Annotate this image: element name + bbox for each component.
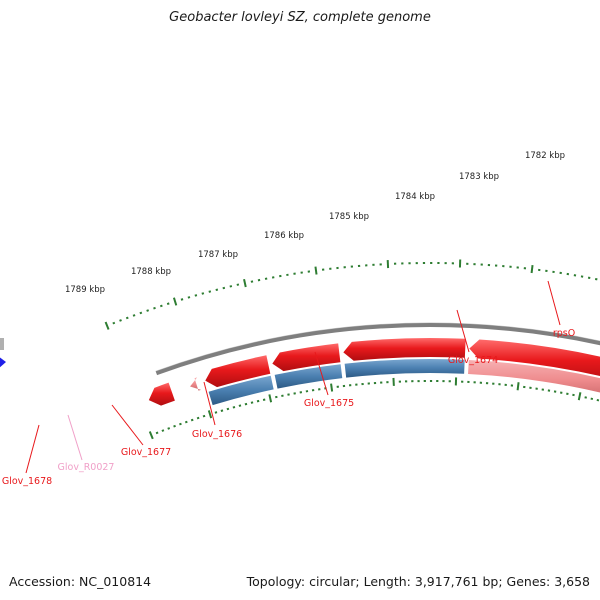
inner-ring-tick [238,404,242,407]
cds-inner-1674 [468,359,600,393]
gene-leader-line [203,381,216,426]
outer-ring-tick [104,321,110,330]
inner-ring-tick [173,424,176,428]
backbone-layer [155,322,600,376]
backbone-ring [155,323,600,376]
label-layer: 1782 kbp 1783 kbp 1784 kbp 1785 kbp 1786 kbp… [2,151,575,487]
topology-label: Topology: circular; Length: 3,917,761 bp… [246,574,590,589]
inner-ring-tick [202,414,206,418]
other-feature-marker [0,357,6,368]
outer-ring-tick [132,314,136,317]
gene-label: Glov_1675 [304,398,354,409]
partial-feature [0,338,4,350]
cds-inner-1676 [274,364,343,389]
inner-ring-tick [184,420,188,424]
gene-glov-1674 [469,339,600,377]
inner-ring-tick [214,411,218,414]
gene-glov-1678 [148,382,175,406]
inner-ring-tick [148,431,154,440]
outer-ring-tick [159,304,163,308]
inner-ring-tick [232,406,236,409]
gene-leader-line [67,414,83,461]
inner-ring-tick [330,383,334,392]
kbp-label: 1784 kbp [395,192,435,202]
map-title: Geobacter lovleyi SZ, complete genome [169,10,431,25]
outer-ring-tick [112,321,116,325]
kbp-label: 1785 kbp [329,212,369,222]
gene-leader-line [314,351,329,396]
gene-glov-1675 [343,337,466,361]
accession-label: Accession: NC_010814 [9,574,152,589]
kbp-label: 1789 kbp [65,285,105,295]
feature-layer [0,337,600,406]
kbp-label: 1787 kbp [198,250,238,260]
kbp-label: 1782 kbp [525,151,565,161]
inner-ring-tick [207,410,213,419]
gene-label: rpsO [553,328,575,339]
inner-ring-tick [179,422,182,426]
gene-label: Glov_1676 [192,429,242,440]
gene-glov-1677 [205,355,271,388]
outer-ring-tick [139,311,143,315]
tick-layer [104,259,600,440]
outer-ring-tick [314,266,318,275]
gene-leader-line [547,280,561,326]
outer-ring-tick [119,319,122,322]
inner-ring-tick [516,382,520,391]
gene-label: Glov_R0027 [58,462,115,473]
kbp-label: 1783 kbp [459,172,499,182]
outer-ring-tick [194,294,198,297]
gene-leader-line [25,424,40,474]
gene-glov-1676 [272,343,341,372]
outer-ring-tick [208,290,212,293]
cds-inner-1675 [344,359,465,378]
inner-ring-tick [226,407,230,411]
inner-ring-tick [196,416,200,420]
outer-ring-tick [180,298,184,301]
outer-ring-tick [243,278,247,288]
gene-leader-line [456,309,470,353]
inner-ring-tick [190,418,194,422]
gene-leader-line [111,404,144,446]
inner-ring-tick [167,427,171,430]
outer-ring-tick [125,316,129,320]
kbp-label: 1788 kbp [131,267,171,277]
outer-ring-tick [530,264,534,274]
inner-ring-tick [268,394,273,403]
outer-ring-tick [146,309,150,312]
outer-ring-tick [172,297,178,306]
outer-ring-tick [153,306,156,310]
outer-ring-tick [166,302,170,306]
inner-ring-tick [220,409,224,412]
gene-label: Glov_1678 [2,476,52,487]
gene-glov-r0027 [190,377,202,391]
gene-label: Glov_1677 [121,447,171,458]
inner-ring-tick [161,429,165,432]
inner-ring-tick [155,431,159,435]
kbp-label: 1786 kbp [264,231,304,241]
outer-ring-tick [201,292,205,295]
gene-label: Glov_1674 [448,355,498,366]
inner-ring-tick [577,392,582,401]
outer-ring-tick [187,296,191,299]
cds-inner-1677 [208,375,274,406]
